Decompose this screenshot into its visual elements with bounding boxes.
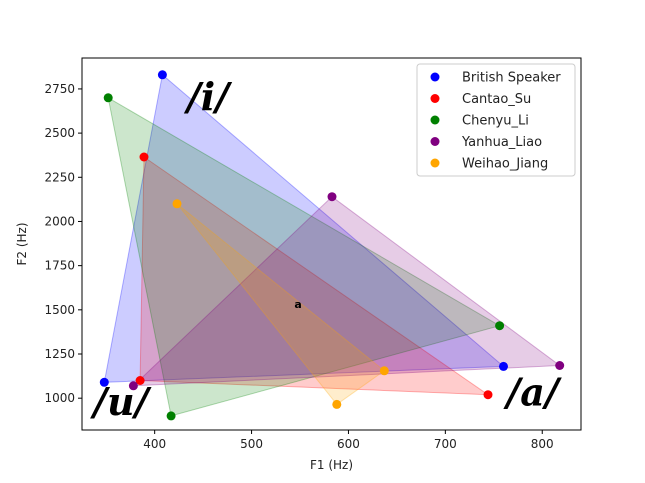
legend: British Speaker Cantao_Su Chenyu_Li Yanhua_… [416,63,576,177]
data-point-1-0 [139,152,149,162]
x-axis-ticks: 400 500 600 700 800 [143,430,554,451]
plot-frame [81,57,582,431]
y-tick-label: 1500 [44,303,75,317]
triangle-4 [176,203,386,406]
x-tick-label: 700 [434,437,457,451]
data-point-4-1 [379,366,389,376]
legend-box [416,63,576,177]
data-point-3-2 [128,381,138,391]
data-point-0-1 [499,361,508,371]
data-point-3-1 [555,361,565,370]
data-point-4-2 [332,399,342,409]
data-point-2-2 [166,411,176,421]
center-label: a [294,298,301,311]
data-point-3-0 [327,192,337,202]
data-points [99,70,565,421]
triangle-1 [139,156,490,396]
triangle-2 [107,96,501,417]
triangle-0 [103,73,505,383]
data-point-0-0 [157,70,167,80]
x-tick-label: 600 [337,437,360,451]
legend-marker-2 [430,115,440,125]
legend-label-4: Weihao_Jiang [462,157,548,172]
y-tick-label: 1000 [44,391,75,405]
y-tick-label: 2750 [44,82,75,96]
legend-marker-1 [430,94,440,103]
legend-marker-4 [430,158,440,168]
legend-label-2: Chenyu_Li [462,114,529,129]
vowel-label-1: /u/ [89,379,152,424]
legend-label-1: Cantao_Su [462,92,531,107]
vowel-triangles [103,73,562,417]
data-point-2-0 [103,93,113,103]
legend-label-0: British Speaker [462,71,561,86]
data-point-0-2 [99,377,109,387]
y-tick-label: 2000 [44,214,75,228]
x-tick-label: 500 [240,437,263,451]
y-tick-label: 2500 [44,126,75,140]
legend-label-3: Yanhua_Liao [461,135,542,150]
y-tick-label: 1750 [44,259,75,273]
vowel-label-2: /a/ [502,369,562,414]
y-axis-ticks: 1000 1250 1500 1750 2000 2250 2500 2750 [44,82,82,405]
legend-marker-0 [430,72,440,82]
vowel-label-0: /i/ [183,74,232,119]
vowel-annotations: /i/ /u/ /a/a [89,74,562,424]
y-tick-label: 2250 [44,170,75,184]
data-point-1-1 [483,390,493,400]
x-axis-label: F1 (Hz) [310,458,353,472]
data-point-2-1 [495,321,505,331]
legend-marker-3 [430,137,440,146]
x-tick-label: 400 [143,437,166,451]
triangle-3 [132,196,562,387]
data-point-1-2 [135,376,145,385]
y-axis-label: F2 (Hz) [15,222,29,265]
x-tick-label: 800 [531,437,554,451]
data-point-4-0 [172,199,182,209]
y-tick-label: 1250 [44,347,75,361]
